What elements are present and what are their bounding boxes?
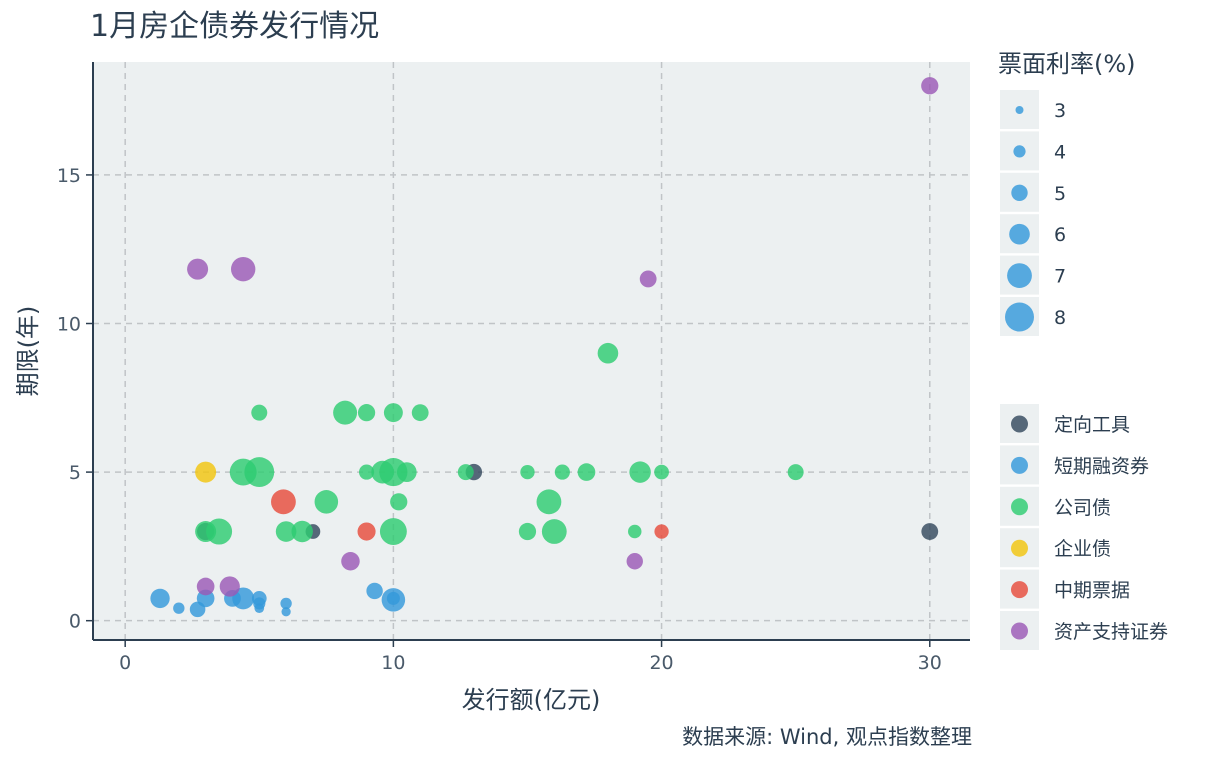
- data-point: [366, 582, 383, 600]
- data-point: [386, 591, 400, 605]
- y-axis-label: 期限(年): [14, 306, 42, 397]
- data-point: [195, 461, 217, 483]
- source-caption: 数据来源: Wind, 观点指数整理: [682, 725, 972, 749]
- x-tick-label: 20: [649, 652, 673, 674]
- data-point: [626, 553, 643, 570]
- data-point: [219, 576, 240, 597]
- size-legend-swatch: [1005, 302, 1034, 332]
- size-legend-label: 7: [1054, 266, 1066, 288]
- series-legend-label: 资产支持证券: [1054, 621, 1168, 643]
- data-point: [379, 518, 407, 545]
- data-points: [150, 77, 939, 618]
- data-point: [577, 463, 596, 481]
- data-point: [271, 489, 296, 515]
- data-point: [357, 404, 376, 422]
- size-legend-label: 6: [1054, 224, 1066, 246]
- series-legend-label: 中期票据: [1054, 580, 1130, 602]
- data-point: [383, 403, 403, 423]
- data-point: [150, 588, 170, 609]
- data-point: [341, 551, 360, 571]
- size-legend-label: 3: [1054, 100, 1066, 122]
- data-point: [291, 520, 313, 543]
- data-point: [597, 342, 619, 364]
- series-legend-swatch: [1011, 498, 1028, 516]
- data-point: [232, 587, 255, 610]
- data-point: [921, 523, 939, 540]
- size-legend-title: 票面利率(%): [998, 50, 1136, 78]
- series-资产支持证券: [187, 77, 939, 597]
- size-legend-label: 4: [1054, 141, 1066, 163]
- size-legend: 3 4 5 6 7 8: [1000, 90, 1066, 336]
- data-point: [390, 493, 408, 511]
- data-point: [457, 464, 474, 481]
- data-point: [280, 597, 292, 610]
- series-legend-label: 定向工具: [1054, 414, 1130, 436]
- data-point: [554, 464, 570, 480]
- size-legend-label: 5: [1054, 183, 1066, 205]
- series-legend-swatch: [1011, 539, 1028, 557]
- data-point: [314, 490, 339, 514]
- y-tick-label: 0: [69, 611, 81, 633]
- data-point: [541, 519, 567, 544]
- data-point: [173, 602, 185, 614]
- data-point: [275, 521, 297, 542]
- data-point: [196, 577, 215, 596]
- x-tick-label: 0: [119, 652, 131, 674]
- data-point: [358, 464, 375, 480]
- size-legend-swatch: [1013, 145, 1026, 158]
- axes: 0 10 20 30 0 5 10 15: [57, 62, 970, 674]
- data-point: [357, 522, 376, 541]
- data-point: [254, 603, 265, 614]
- series-legend-swatch: [1011, 456, 1028, 474]
- y-tick-label: 10: [57, 314, 81, 336]
- series-legend-label: 企业债: [1054, 538, 1111, 560]
- data-point: [654, 524, 669, 539]
- size-legend-swatch: [1011, 184, 1028, 201]
- x-tick-label: 10: [381, 652, 405, 674]
- data-point: [333, 400, 358, 425]
- size-legend-swatch: [1015, 106, 1024, 114]
- data-point: [921, 77, 939, 95]
- series-legend-label: 短期融资券: [1054, 455, 1149, 477]
- x-tick-label: 30: [918, 652, 942, 674]
- data-point: [536, 489, 562, 515]
- plot-area: [93, 62, 970, 640]
- x-axis-label: 发行额(亿元): [462, 686, 601, 714]
- size-legend-swatch: [1007, 263, 1032, 288]
- y-tick-label: 5: [69, 462, 81, 484]
- size-legend-swatch: [1009, 223, 1030, 245]
- chart-title: 1月房企债券发行情况: [90, 9, 379, 44]
- data-point: [251, 404, 268, 421]
- series-企业债: [195, 461, 217, 483]
- data-point: [206, 518, 233, 545]
- series-中期票据: [271, 489, 669, 541]
- data-point: [787, 464, 804, 481]
- data-point: [187, 258, 209, 280]
- data-point: [244, 457, 275, 488]
- data-point: [520, 464, 535, 480]
- data-point: [629, 461, 651, 483]
- data-point: [654, 464, 669, 480]
- y-tick-label: 15: [57, 165, 81, 187]
- data-point: [518, 522, 537, 541]
- series-legend-label: 公司债: [1054, 497, 1111, 519]
- data-point: [396, 462, 417, 482]
- series-legend-swatch: [1011, 622, 1028, 640]
- data-point: [230, 256, 256, 282]
- series-公司债: [195, 342, 804, 545]
- data-point: [411, 404, 429, 422]
- series-legend-swatch: [1011, 581, 1028, 599]
- size-legend-label: 8: [1054, 307, 1066, 329]
- series-legend-swatch: [1011, 415, 1028, 433]
- data-point: [281, 607, 291, 617]
- data-point: [639, 270, 657, 288]
- data-point: [628, 524, 642, 539]
